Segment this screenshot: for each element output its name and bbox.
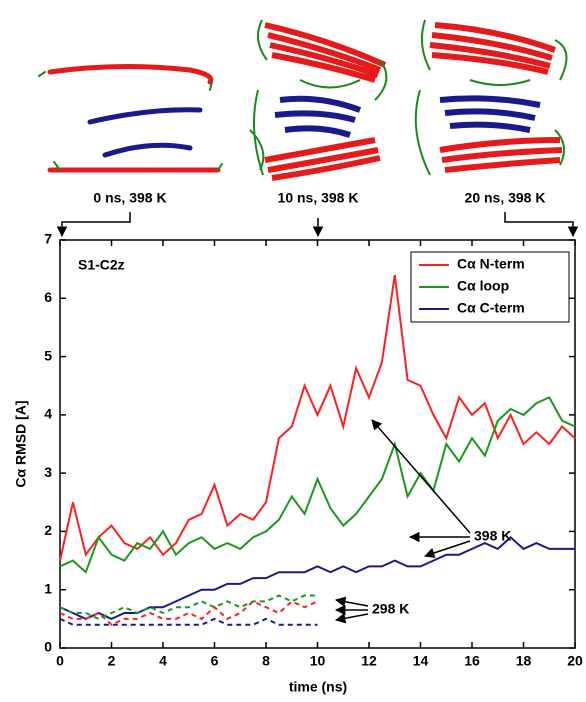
x-tick-label: 4 [159,653,167,669]
y-tick-label: 1 [44,580,52,596]
snapshot-label: 20 ns, 398 K [465,190,546,206]
snapshot-label: 10 ns, 398 K [278,190,359,206]
x-tick-label: 12 [361,653,377,669]
legend-label: Cα loop [457,278,509,294]
y-axis-label: Cα RMSD [A] [13,400,29,487]
y-tick-label: 6 [44,289,52,305]
x-axis-label: time (ns) [289,679,347,695]
x-tick-label: 10 [310,653,326,669]
series-line [59,594,318,621]
snapshot-label: 0 ns, 398 K [93,190,166,206]
x-tick-label: 8 [262,653,270,669]
legend-label: Cα N-term [457,256,525,272]
x-tick-label: 2 [108,653,116,669]
legend-label: Cα C-term [457,300,525,316]
series-line [59,396,576,574]
x-tick-label: 18 [516,653,532,669]
x-tick-label: 20 [567,653,583,669]
y-tick-label: 2 [44,522,52,538]
x-tick-label: 14 [413,653,429,669]
snapshot-0ns [38,63,223,173]
series-line [59,274,576,561]
snapshot-10ns [249,19,388,181]
y-tick-label: 7 [44,231,52,247]
x-tick-label: 0 [56,653,64,669]
y-tick-label: 5 [44,347,52,363]
series-line [59,617,318,626]
snapshot-20ns [414,19,568,176]
x-tick-label: 6 [211,653,219,669]
panel-label: S1-C2z [78,257,125,273]
snapshot-brackets [56,212,579,238]
y-tick-label: 3 [44,464,52,480]
annotation: 398 K [474,528,511,544]
x-tick-label: 16 [464,653,480,669]
y-tick-label: 4 [44,406,52,422]
y-tick-label: 0 [44,639,52,655]
annotation: 298 K [372,601,409,617]
annotation-arrows [334,419,471,624]
